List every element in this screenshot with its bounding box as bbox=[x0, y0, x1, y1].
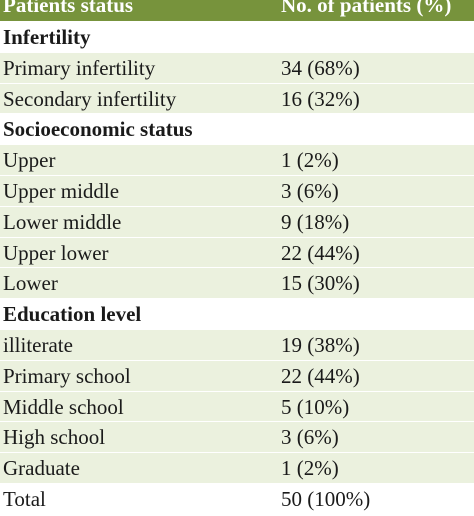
table-row: Primary school 22 (44%) bbox=[0, 360, 474, 392]
row-value: 9 (18%) bbox=[281, 209, 350, 234]
row-label: Upper bbox=[3, 148, 56, 173]
table-row: Middle school 5 (10%) bbox=[0, 391, 474, 423]
total-label: Total bbox=[3, 486, 46, 511]
section-label: Education level bbox=[3, 302, 142, 327]
row-label: Secondary infertility bbox=[3, 86, 177, 111]
table-row: Primary infertility 34 (68%) bbox=[0, 52, 474, 84]
section-label: Socioeconomic status bbox=[3, 117, 193, 142]
row-label: Lower middle bbox=[3, 209, 122, 234]
table-row: Upper lower 22 (44%) bbox=[0, 237, 474, 269]
row-value: 5 (10%) bbox=[281, 394, 350, 419]
row-label: High school bbox=[3, 425, 106, 450]
table-row: Lower 15 (30%) bbox=[0, 268, 474, 300]
row-label: Primary school bbox=[3, 363, 131, 388]
row-value: 22 (44%) bbox=[281, 240, 360, 265]
column-header-number-of-patients: No. of patients (%) bbox=[281, 0, 452, 17]
total-row: Total 50 (100%) bbox=[0, 483, 474, 515]
row-value: 19 (38%) bbox=[281, 332, 360, 357]
row-value: 15 (30%) bbox=[281, 271, 360, 296]
row-value: 22 (44%) bbox=[281, 363, 360, 388]
section-row-socioeconomic-status: Socioeconomic status bbox=[0, 114, 474, 146]
table-row: High school 3 (6%) bbox=[0, 422, 474, 454]
row-label: Lower bbox=[3, 271, 58, 296]
row-value: 1 (2%) bbox=[281, 148, 339, 173]
row-value: 34 (68%) bbox=[281, 55, 360, 80]
table-row: Graduate 1 (2%) bbox=[0, 453, 474, 484]
row-value: 1 (2%) bbox=[281, 456, 339, 481]
row-value: 3 (6%) bbox=[281, 178, 339, 203]
section-row-infertility: Infertility bbox=[0, 22, 474, 53]
row-label: Middle school bbox=[3, 394, 124, 419]
row-label: illiterate bbox=[3, 332, 73, 357]
table-header-row: Patients status No. of patients (%) bbox=[0, 0, 474, 22]
section-row-education-level: Education level bbox=[0, 299, 474, 330]
table-row: Upper middle 3 (6%) bbox=[0, 175, 474, 207]
row-value: 3 (6%) bbox=[281, 425, 339, 450]
row-value: 16 (32%) bbox=[281, 86, 360, 111]
row-label: Graduate bbox=[3, 456, 80, 481]
table-row: Upper 1 (2%) bbox=[0, 145, 474, 176]
table-row: Lower middle 9 (18%) bbox=[0, 206, 474, 238]
total-value: 50 (100%) bbox=[281, 486, 371, 511]
row-label: Upper lower bbox=[3, 240, 109, 265]
table-row: illiterate 19 (38%) bbox=[0, 329, 474, 361]
row-label: Upper middle bbox=[3, 178, 120, 203]
row-label: Primary infertility bbox=[3, 55, 156, 80]
column-header-patients-status: Patients status bbox=[3, 0, 134, 17]
table-row: Secondary infertility 16 (32%) bbox=[0, 83, 474, 115]
section-label: Infertility bbox=[3, 25, 91, 49]
